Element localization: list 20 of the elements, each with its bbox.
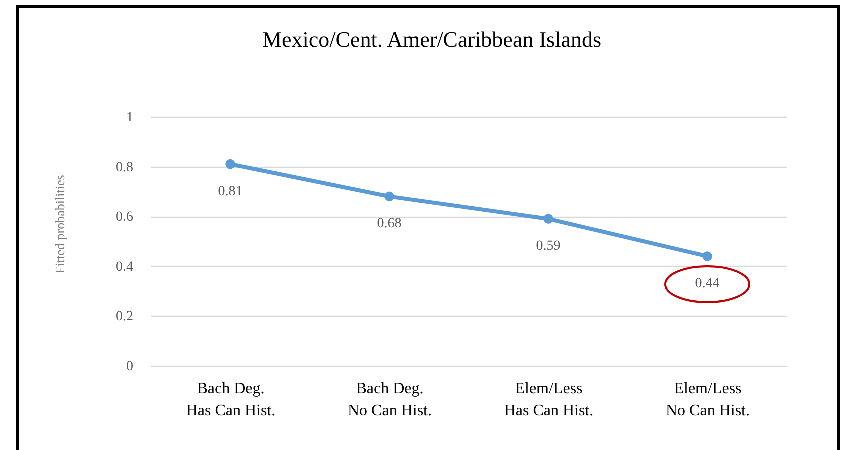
chart-title: Mexico/Cent. Amer/Caribbean Islands: [262, 27, 602, 52]
y-tick-label: 0: [126, 360, 134, 374]
y-tick-label: 0.2: [116, 310, 134, 325]
point: [702, 252, 712, 262]
data-label: 0.68: [377, 216, 402, 232]
y-axis-title: Fitted probabilities: [52, 175, 68, 274]
y-tick-label: 1: [126, 110, 134, 126]
y-tick-label: 0.8: [116, 160, 134, 176]
x-tick-label: Elem/Less No Can Hist.: [666, 380, 750, 420]
y-tick-label: 0.6: [116, 210, 134, 226]
data-label: 0.44: [695, 276, 720, 292]
point: [544, 214, 554, 224]
x-tick-label: Bach Deg. No Can Hist.: [348, 380, 432, 420]
data-label: 0.59: [536, 239, 561, 254]
point: [226, 159, 236, 170]
data-label: 0.81: [218, 184, 243, 200]
y-tick-label: 0.4: [116, 260, 134, 275]
point: [384, 192, 394, 202]
x-tick-label: Elem/Less Has Can Hist.: [504, 380, 594, 420]
x-tick-label: Bach Deg. Has Can Hist.: [186, 380, 276, 420]
